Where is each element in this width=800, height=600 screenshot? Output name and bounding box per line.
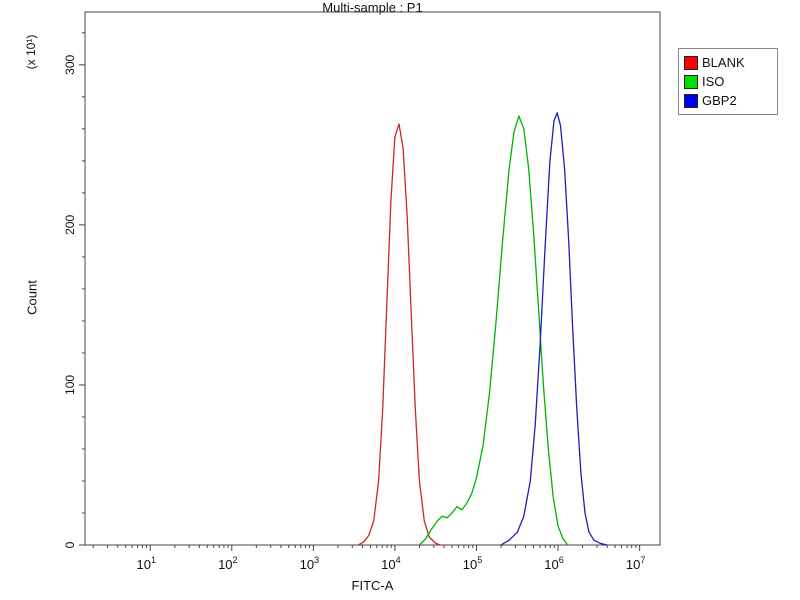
svg-text:104: 104 — [381, 555, 400, 572]
y-axis-multiplier: (x 10¹) — [24, 34, 38, 70]
svg-text:300: 300 — [63, 54, 77, 74]
legend-item-blank: BLANK — [684, 53, 772, 72]
svg-text:107: 107 — [626, 555, 645, 572]
chart-title: Multi-sample : P1 — [322, 0, 423, 15]
legend-swatch-iso — [684, 74, 698, 89]
svg-text:102: 102 — [218, 555, 237, 572]
svg-text:200: 200 — [63, 215, 77, 235]
legend-item-gbp2: GBP2 — [684, 91, 772, 110]
legend-swatch-gbp2 — [684, 93, 698, 108]
legend: BLANK ISO GBP2 — [678, 48, 778, 115]
svg-text:103: 103 — [300, 555, 319, 572]
svg-text:0: 0 — [63, 541, 77, 548]
legend-label-iso: ISO — [702, 74, 725, 89]
x-axis-label: FITC-A — [351, 578, 394, 593]
y-axis-label: Count — [24, 280, 40, 315]
legend-swatch-blank — [684, 55, 698, 70]
legend-label-blank: BLANK — [702, 55, 745, 70]
svg-text:100: 100 — [63, 375, 77, 395]
svg-text:105: 105 — [463, 555, 482, 572]
svg-text:101: 101 — [137, 555, 156, 572]
legend-label-gbp2: GBP2 — [702, 93, 737, 108]
svg-text:106: 106 — [544, 555, 563, 572]
legend-item-iso: ISO — [684, 72, 772, 91]
